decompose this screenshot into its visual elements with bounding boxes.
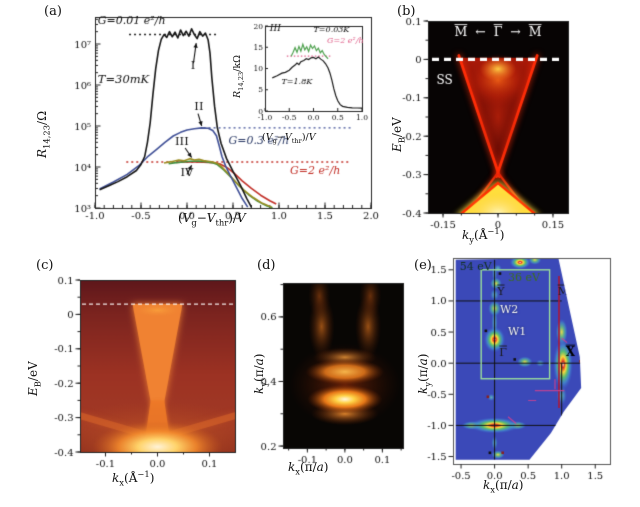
panel-c-label: (c) [36,258,54,273]
panel-a-y-axis-title: R14,23/Ω [35,110,52,158]
panel-a-label: (a) [44,4,62,19]
panel-d-canvas [250,258,415,506]
panel-a-inset-x-axis-title: (Vg−Vthr)/V [262,132,316,145]
panel-d-x-axis-title: kx(π/a) [288,460,329,477]
panel-b-y-axis-title: EB/eV [390,117,407,152]
panel-b-label: (b) [397,4,416,19]
panel-d-y-axis-title: ky(π/a) [252,353,269,394]
panel-c-x-axis-title: kx(Å−1) [112,469,155,488]
panel-c-y-axis-title: EB/eV [26,361,43,396]
panel-c-canvas [30,257,245,505]
panel-e-canvas [413,256,640,507]
panel-e-y-axis-title: ky(π/a) [416,353,433,394]
panel-b-canvas [395,2,640,250]
panel-a-x-axis-title: (Vg−Vthr)/V [178,211,246,228]
panel-a-inset-y-axis-title: R14,23/kΩ [232,54,245,98]
panel-d-label: (d) [257,258,276,273]
panel-e-x-axis-title: kx(π/a) [483,478,524,495]
panel-a-inset-canvas [240,14,385,164]
panel-b-x-axis-title: ky(Å−1) [462,226,505,245]
panel-e-label: (e) [414,258,432,273]
